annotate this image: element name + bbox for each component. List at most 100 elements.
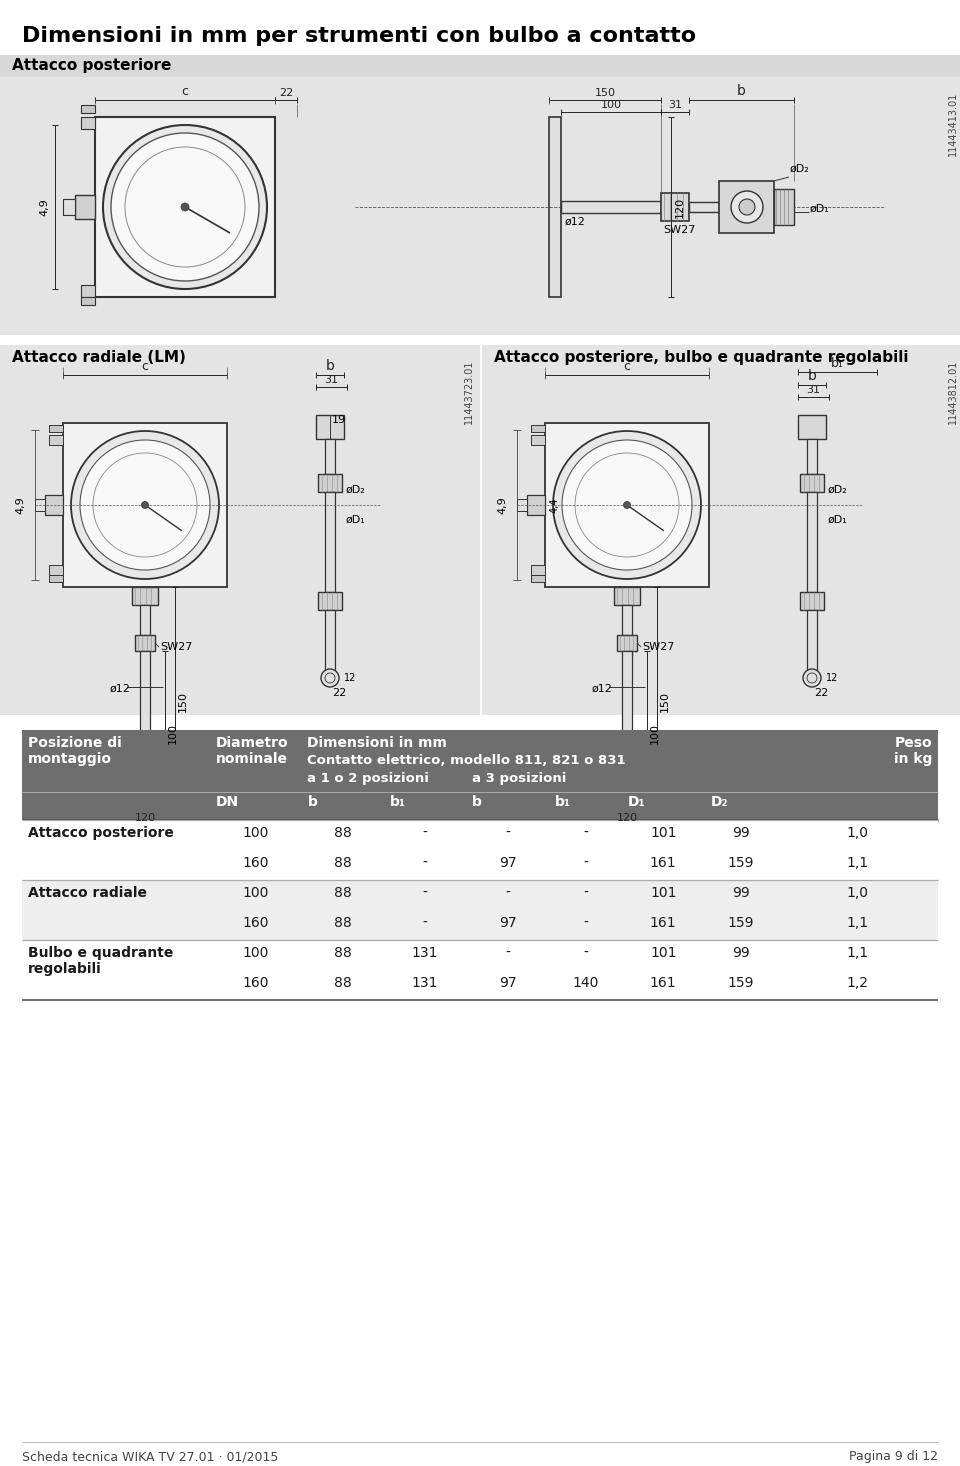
Text: Diametro
nominale: Diametro nominale: [216, 736, 288, 767]
Text: D₂: D₂: [710, 795, 728, 809]
Bar: [35, 498, 45, 512]
Bar: [807, 493, 817, 592]
Bar: [622, 651, 632, 732]
Circle shape: [623, 501, 631, 509]
Text: 99: 99: [732, 825, 750, 840]
Bar: [140, 651, 150, 732]
Text: SW27: SW27: [160, 642, 192, 652]
Text: ø12: ø12: [565, 217, 586, 227]
Text: 4,4: 4,4: [550, 497, 560, 513]
Text: Attacco posteriore, bulbo e quadrante regolabili: Attacco posteriore, bulbo e quadrante re…: [494, 350, 908, 365]
Bar: [482, 345, 960, 715]
Bar: [527, 496, 545, 515]
Bar: [617, 761, 637, 777]
Text: 1,1: 1,1: [847, 946, 869, 960]
Text: 11443413.01: 11443413.01: [948, 92, 958, 157]
Text: -: -: [505, 946, 510, 960]
Text: 11443812.01: 11443812.01: [948, 361, 958, 424]
Text: 101: 101: [650, 946, 677, 960]
Bar: [45, 496, 63, 515]
Text: -: -: [422, 825, 427, 840]
Bar: [81, 117, 95, 129]
Text: -: -: [422, 885, 427, 900]
Bar: [614, 586, 640, 605]
Bar: [622, 605, 632, 635]
Bar: [800, 592, 824, 610]
Text: Dimensioni in mm: Dimensioni in mm: [307, 736, 447, 751]
Text: 100: 100: [650, 723, 660, 743]
Text: 161: 161: [650, 976, 677, 990]
Bar: [63, 424, 227, 586]
Bar: [0, 56, 960, 78]
Bar: [318, 592, 342, 610]
Text: ø12: ø12: [110, 685, 131, 693]
Text: 160: 160: [242, 976, 269, 990]
Bar: [325, 610, 335, 670]
Text: 120: 120: [134, 814, 156, 822]
Text: b: b: [472, 795, 482, 809]
Text: 1,0: 1,0: [847, 825, 869, 840]
Bar: [81, 298, 95, 305]
Text: Posizione di
montaggio: Posizione di montaggio: [28, 736, 122, 767]
Bar: [774, 189, 794, 224]
Text: -: -: [583, 916, 588, 929]
Text: 159: 159: [728, 856, 755, 869]
Circle shape: [181, 202, 189, 211]
Text: 1,1: 1,1: [847, 916, 869, 929]
Text: 1,2: 1,2: [847, 976, 869, 990]
Bar: [81, 284, 95, 298]
Bar: [140, 605, 150, 635]
Text: 88: 88: [334, 946, 351, 960]
Text: SW27: SW27: [642, 642, 674, 652]
Bar: [135, 635, 155, 651]
Circle shape: [731, 191, 763, 223]
Text: a 1 o 2 posizioni: a 1 o 2 posizioni: [307, 773, 429, 784]
Bar: [0, 78, 960, 336]
Text: 99: 99: [732, 946, 750, 960]
Bar: [325, 493, 335, 592]
Text: 159: 159: [728, 916, 755, 929]
Circle shape: [111, 133, 259, 281]
Text: -: -: [583, 825, 588, 840]
Text: -: -: [583, 885, 588, 900]
Text: 120: 120: [616, 814, 637, 822]
Text: 12: 12: [826, 673, 838, 683]
Text: 4,9: 4,9: [15, 496, 25, 515]
Text: c: c: [141, 361, 149, 372]
Text: 31: 31: [324, 375, 339, 386]
Text: øD₂: øD₂: [346, 485, 366, 496]
Text: b: b: [737, 84, 746, 98]
Bar: [807, 610, 817, 670]
Text: 100: 100: [242, 885, 269, 900]
Text: 22: 22: [278, 88, 293, 98]
Circle shape: [103, 125, 267, 289]
Text: Attacco radiale: Attacco radiale: [28, 885, 147, 900]
Text: 88: 88: [334, 885, 351, 900]
Bar: [622, 732, 632, 761]
Text: Contatto elettrico, modello 811, 821 o 831: Contatto elettrico, modello 811, 821 o 8…: [307, 754, 626, 767]
Bar: [49, 425, 63, 432]
Bar: [531, 564, 545, 575]
Text: 150: 150: [660, 690, 670, 711]
Bar: [561, 201, 661, 213]
Text: b: b: [807, 369, 816, 383]
Bar: [63, 199, 75, 216]
Text: b: b: [307, 795, 317, 809]
Text: 4,9: 4,9: [39, 198, 49, 216]
Text: 88: 88: [334, 856, 351, 869]
Text: 31: 31: [806, 386, 821, 394]
Bar: [517, 498, 527, 512]
Text: 99: 99: [732, 885, 750, 900]
Text: b₁: b₁: [831, 358, 844, 369]
Text: 97: 97: [498, 976, 516, 990]
Text: øD₂: øD₂: [790, 164, 809, 174]
Circle shape: [80, 440, 210, 570]
Text: Attacco posteriore: Attacco posteriore: [12, 59, 172, 73]
Text: c: c: [623, 361, 631, 372]
Text: 101: 101: [650, 885, 677, 900]
Text: Bulbo e quadrante
regolabili: Bulbo e quadrante regolabili: [28, 946, 174, 976]
Text: b₁: b₁: [390, 795, 406, 809]
Bar: [22, 940, 938, 970]
Text: 161: 161: [650, 916, 677, 929]
Bar: [807, 438, 817, 474]
